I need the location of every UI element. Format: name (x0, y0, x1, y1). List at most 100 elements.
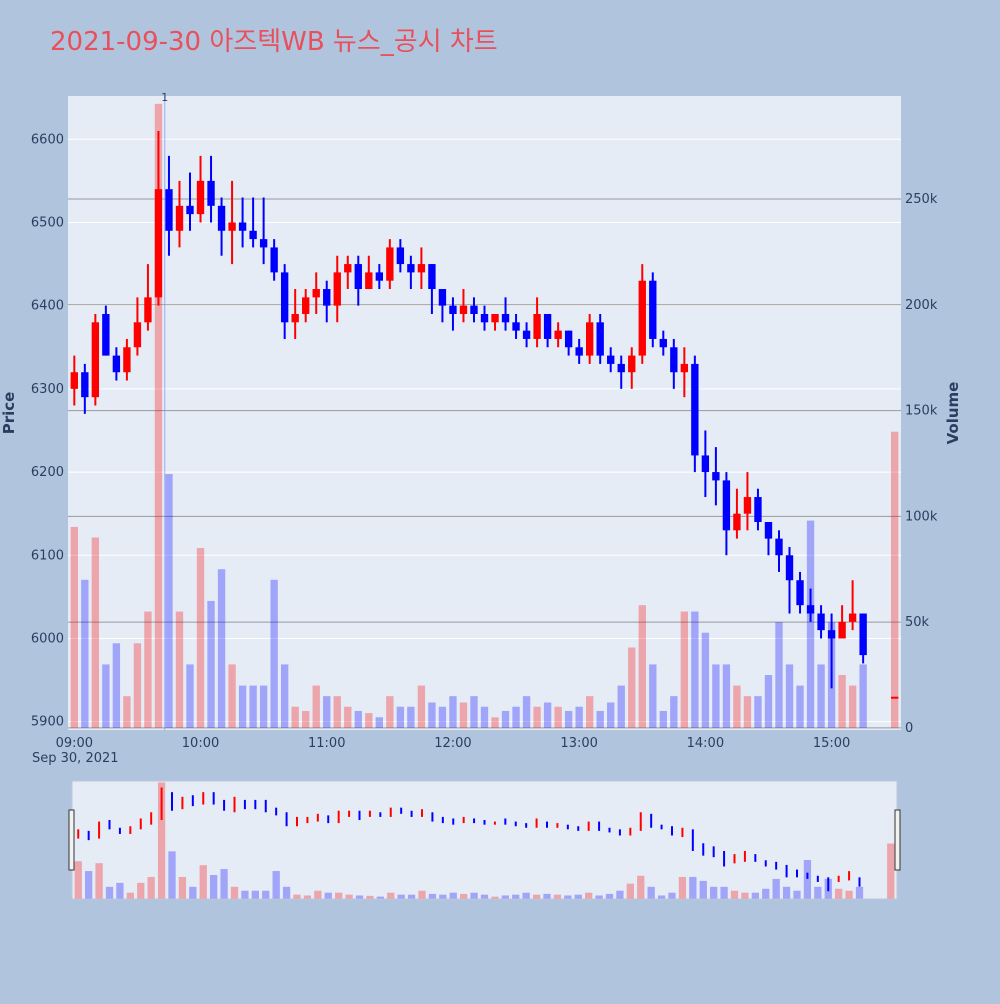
x-tick-label: 11:00 (308, 736, 345, 751)
candle-body (838, 621, 846, 639)
candle-body (165, 189, 173, 231)
y-tick-label: 6400 (31, 299, 64, 314)
mini-volume-bar (741, 892, 749, 899)
volume-bar (323, 696, 331, 728)
volume-bar (733, 685, 741, 728)
candle-body (607, 355, 615, 364)
candle-body (144, 297, 152, 323)
candle-body (344, 264, 352, 273)
volume-bar (806, 520, 815, 728)
chart-title: 2021-09-30 아즈텍WB 뉴스_공시 차트 (50, 27, 498, 57)
volume-bar (438, 706, 447, 728)
candle-body (785, 555, 794, 581)
volume-bar (564, 710, 573, 728)
volume-bar (312, 685, 320, 728)
mini-volume-bar (168, 851, 176, 899)
mini-volume-bar (293, 894, 301, 899)
candle-body (238, 222, 247, 231)
y2-tick-label: 0 (905, 721, 913, 736)
mini-volume-bar (137, 882, 145, 899)
volume-bar (848, 685, 857, 728)
mini-volume-bar (689, 876, 697, 899)
range-handle-left[interactable] (68, 809, 75, 871)
candle-body (375, 272, 384, 281)
y-tick-label: 6300 (31, 382, 64, 397)
mini-volume-bar (230, 886, 239, 899)
mini-volume-bar (585, 892, 593, 899)
candle-body (396, 247, 405, 265)
candle-body (81, 372, 89, 398)
volume-bar (501, 710, 510, 728)
range-handle-right[interactable] (894, 809, 901, 871)
volume-bar (291, 706, 299, 728)
mini-volume-bar (314, 890, 322, 899)
candle-body (333, 272, 341, 306)
mini-volume-bar (397, 894, 405, 899)
candle-body (743, 497, 752, 514)
volume-bar (533, 706, 541, 728)
mini-volume-bar (85, 871, 93, 899)
mini-volume-bar (647, 886, 655, 899)
candle-body (827, 630, 836, 639)
volume-bar (123, 696, 131, 728)
candle-body (354, 264, 362, 290)
y-tick-label: 6500 (31, 215, 64, 230)
candle-body (91, 322, 100, 398)
candle-body (196, 180, 205, 215)
mini-volume-bar (835, 888, 843, 899)
volume-bar (344, 706, 352, 728)
candle-body (764, 521, 773, 539)
mini-volume-bar (449, 892, 457, 899)
candle-body (754, 497, 762, 522)
candle-body (133, 322, 142, 348)
volume-bar (617, 685, 625, 728)
candle-body (848, 613, 857, 622)
volume-bar (628, 647, 636, 728)
x-tick-label: 13:00 (560, 736, 597, 751)
candle-body (543, 313, 552, 339)
mini-volume-bar (574, 894, 582, 899)
volume-bar (249, 685, 257, 728)
x-tick-label: 15:00 (813, 736, 850, 751)
mini-volume-bar (553, 894, 562, 899)
mini-volume-bar (532, 894, 541, 899)
mini-volume-bar (324, 892, 332, 899)
mini-volume-bar (272, 871, 280, 899)
volume-bar (775, 622, 783, 728)
candle-body (712, 472, 720, 481)
mini-volume-bar (220, 869, 228, 899)
volume-bar (575, 706, 583, 728)
candle-body (175, 205, 184, 231)
candle-body (554, 330, 562, 339)
range-slider[interactable] (71, 780, 898, 900)
mini-volume-bar (241, 890, 249, 899)
mini-volume-bar (147, 876, 155, 899)
volume-bar (638, 605, 646, 728)
candle-body (670, 347, 678, 373)
mini-volume-bar (616, 890, 624, 899)
volume-bar (543, 702, 552, 728)
volume-bar (238, 685, 247, 728)
mini-volume-bar (845, 890, 853, 899)
candle-body (480, 313, 489, 323)
volume-bar (354, 710, 362, 728)
candle-body (817, 613, 825, 631)
volume-bar (70, 526, 78, 728)
candle-body (491, 313, 499, 323)
y-tick-label: 5900 (31, 715, 64, 730)
candle-body (438, 289, 447, 306)
candle-body (249, 230, 257, 240)
candle-body (312, 289, 320, 298)
volume-bar (302, 710, 310, 728)
mini-volume-bar (460, 893, 468, 899)
mini-volume-bar (501, 895, 509, 899)
x-tick-label: 14:00 (687, 736, 724, 751)
mini-volume-bar (74, 861, 82, 899)
candle-body (154, 189, 163, 298)
mini-volume-bar (605, 893, 614, 899)
mini-volume-bar (814, 886, 822, 899)
y-axis-title: Price (0, 392, 18, 435)
candle-body (217, 205, 226, 231)
mini-volume-bar (428, 893, 437, 899)
mini-volume-bar (543, 893, 551, 899)
